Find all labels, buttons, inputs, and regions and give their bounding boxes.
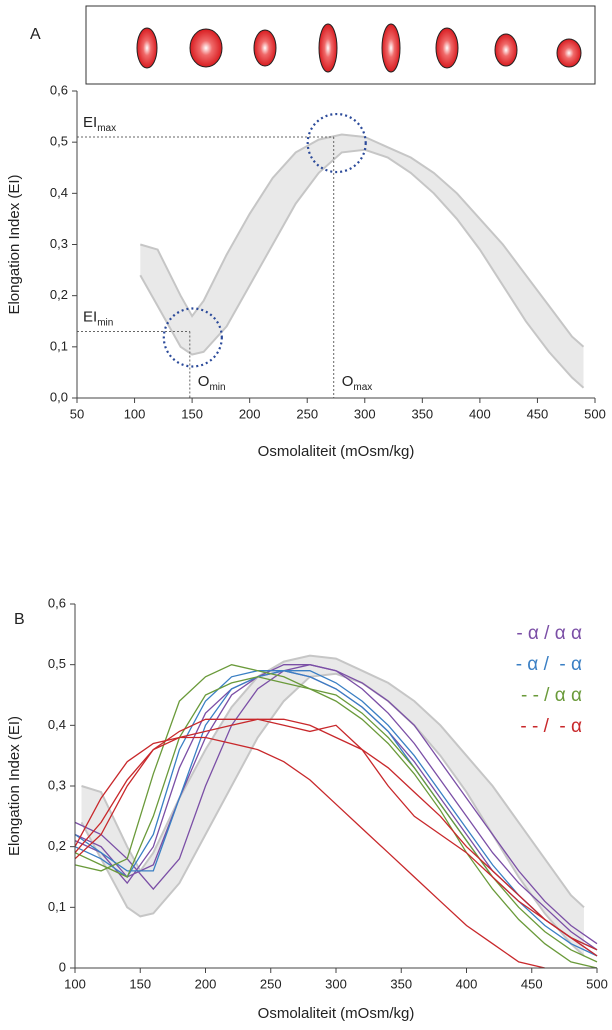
y-tick-label: 0,5 [50,134,68,149]
legend-entry: - - / α α [521,685,582,706]
o-label-main: O [342,373,354,390]
legend-entry: - α / - α [516,654,582,675]
o-label: Omax [342,373,373,393]
o-label: Omin [198,373,226,393]
ref-circle [162,307,223,368]
o-label-main: O [198,373,210,390]
y-tick-label: 0,1 [50,338,68,353]
series-line [74,670,598,951]
panel-label: B [14,611,25,628]
x-tick-label: 250 [296,406,318,421]
ei-label-sub: max [97,123,116,134]
y-tick-label: 0,3 [48,777,66,792]
x-tick-label: 350 [390,976,412,991]
legend-entry: - α / α α [516,623,582,644]
y-tick-label: 0,6 [50,82,68,97]
ei-label-main: EI [83,114,97,131]
series-line [74,664,598,945]
ei-label-main: EI [83,308,97,325]
ei-label: EImax [83,114,116,134]
legend-entry: - - / - α [520,716,582,737]
x-tick-label: 400 [469,406,491,421]
y-axis-title: Elongation Index (EI) [6,716,23,856]
x-tick-label: 450 [521,976,543,991]
ref-circle [306,112,367,174]
y-tick-label: 0,3 [50,236,68,251]
band-lower [80,672,585,957]
x-tick-label: 100 [124,406,146,421]
x-axis-title: Osmolaliteit (mOsm/kg) [258,443,415,460]
y-axis-title: Elongation Index (EI) [6,174,23,314]
x-tick-label: 500 [586,976,608,991]
x-axis-title: Osmolaliteit (mOsm/kg) [258,1005,415,1022]
x-tick-label: 150 [129,976,151,991]
series-line [74,718,598,951]
band-area [81,655,584,956]
panel-label: A [30,26,41,43]
band-lower [139,148,585,389]
x-tick-label: 200 [239,406,261,421]
x-tick-label: 150 [181,406,203,421]
y-tick-label: 0,2 [48,838,66,853]
x-tick-label: 500 [584,406,606,421]
band-upper [81,654,585,909]
series-line [74,676,598,963]
y-tick-label: 0 [59,959,66,974]
x-tick-label: 300 [354,406,376,421]
x-tick-label: 200 [195,976,217,991]
ei-label-sub: min [97,318,113,329]
x-tick-label: 50 [70,406,84,421]
cell-strip [85,5,596,85]
series-line [74,718,598,957]
x-tick-label: 350 [411,406,433,421]
y-tick-label: 0,1 [48,899,66,914]
y-tick-label: 0,5 [48,656,66,671]
x-tick-label: 400 [456,976,478,991]
x-tick-label: 250 [260,976,282,991]
ei-label: EImin [83,308,113,328]
x-tick-label: 450 [527,406,549,421]
y-tick-label: 0,0 [50,389,68,404]
series-line [74,664,598,969]
x-tick-label: 100 [64,976,86,991]
series-line [74,736,545,969]
band-area [140,134,584,388]
y-tick-label: 0,4 [50,185,68,200]
y-tick-label: 0,4 [48,717,66,732]
y-tick-label: 0,6 [48,595,66,610]
x-tick-label: 300 [325,976,347,991]
o-label-sub: max [353,382,372,393]
o-label-sub: min [209,382,225,393]
y-tick-label: 0,2 [50,287,68,302]
